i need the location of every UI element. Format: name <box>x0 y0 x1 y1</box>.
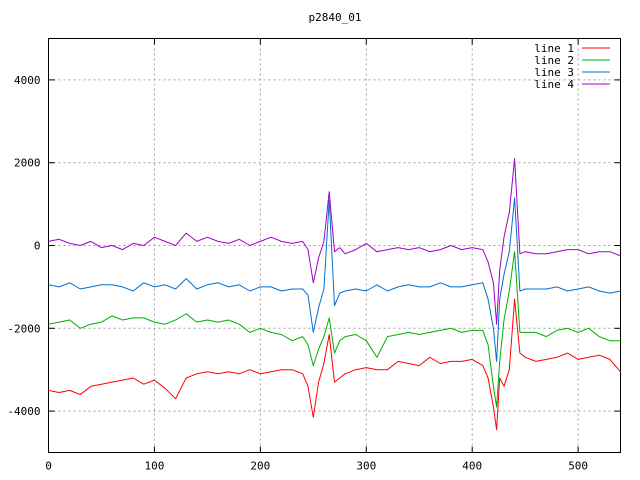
y-tick-label: -2000 <box>7 322 40 335</box>
x-tick-label: 100 <box>144 460 164 473</box>
series-lines <box>48 158 621 431</box>
x-tick-label: 0 <box>45 460 52 473</box>
x-tick-label: 200 <box>250 460 270 473</box>
y-tick-label: -4000 <box>7 405 40 418</box>
y-tick-label: 0 <box>34 240 41 253</box>
legend-label: line 3 <box>534 66 574 79</box>
legend-label: line 2 <box>534 54 574 67</box>
series-line <box>48 197 621 362</box>
legend-label: line 1 <box>534 42 574 55</box>
y-tick-label: 2000 <box>14 157 41 170</box>
legend-label: line 4 <box>534 78 574 91</box>
x-tick-label: 500 <box>568 460 588 473</box>
series-line <box>48 298 621 431</box>
series-line <box>48 158 621 325</box>
y-tick-label: 4000 <box>14 74 41 87</box>
axis-ticks: 0 100 200 300 400 500 -4000 -2000 0 2000 4000 <box>7 38 621 473</box>
series-line <box>48 251 621 408</box>
x-tick-label: 400 <box>462 460 482 473</box>
chart-title: p2840_01 <box>309 11 362 24</box>
x-tick-label: 300 <box>356 460 376 473</box>
